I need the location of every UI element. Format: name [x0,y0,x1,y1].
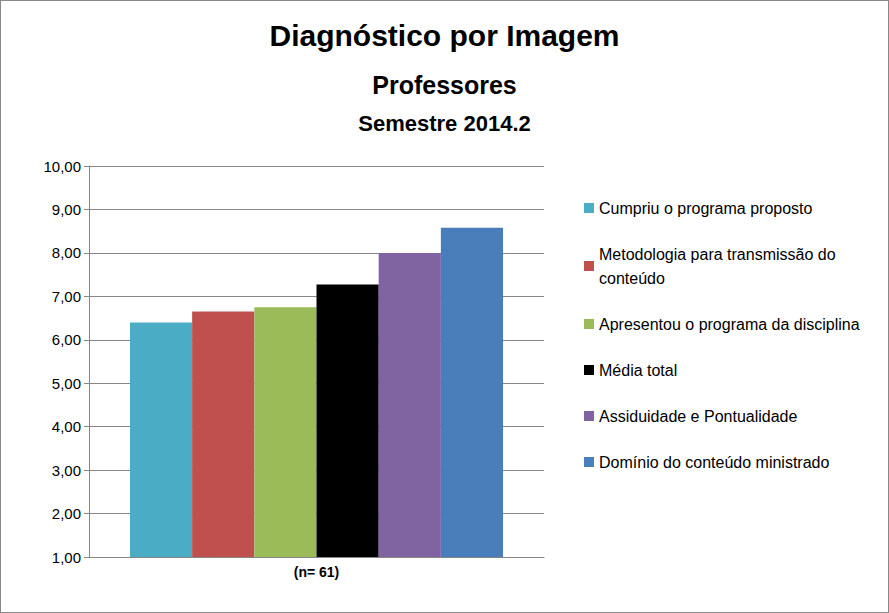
svg-text:Semestre 2014.2: Semestre 2014.2 [358,111,530,136]
svg-text:Média total: Média total [599,362,677,379]
svg-text:7,00: 7,00 [52,288,81,305]
svg-text:Apresentou o programa da disci: Apresentou o programa da disciplina [599,316,860,333]
svg-text:Diagnóstico por Imagem: Diagnóstico por Imagem [269,19,619,52]
svg-text:Metodologia para transmissão d: Metodologia para transmissão do [599,246,840,263]
svg-text:4,00: 4,00 [52,418,81,435]
svg-text:1,00: 1,00 [52,549,81,566]
svg-text:Domínio do conteúdo ministrado: Domínio do conteúdo ministrado [599,454,829,471]
svg-text:8,00: 8,00 [52,244,81,261]
svg-text:Cumpriu o programa proposto: Cumpriu o programa proposto [599,200,813,217]
svg-text:Professores: Professores [372,71,517,99]
svg-text:2,00: 2,00 [52,505,81,522]
svg-text:5,00: 5,00 [52,375,81,392]
svg-text:10,00: 10,00 [43,158,81,175]
svg-text:conteúdo: conteúdo [599,270,665,287]
svg-text:9,00: 9,00 [52,201,81,218]
svg-text:Assiduidade e Pontualidade: Assiduidade e Pontualidade [599,408,797,425]
svg-text:3,00: 3,00 [52,462,81,479]
svg-text:(n= 61): (n= 61) [294,564,340,580]
svg-text:6,00: 6,00 [52,331,81,348]
